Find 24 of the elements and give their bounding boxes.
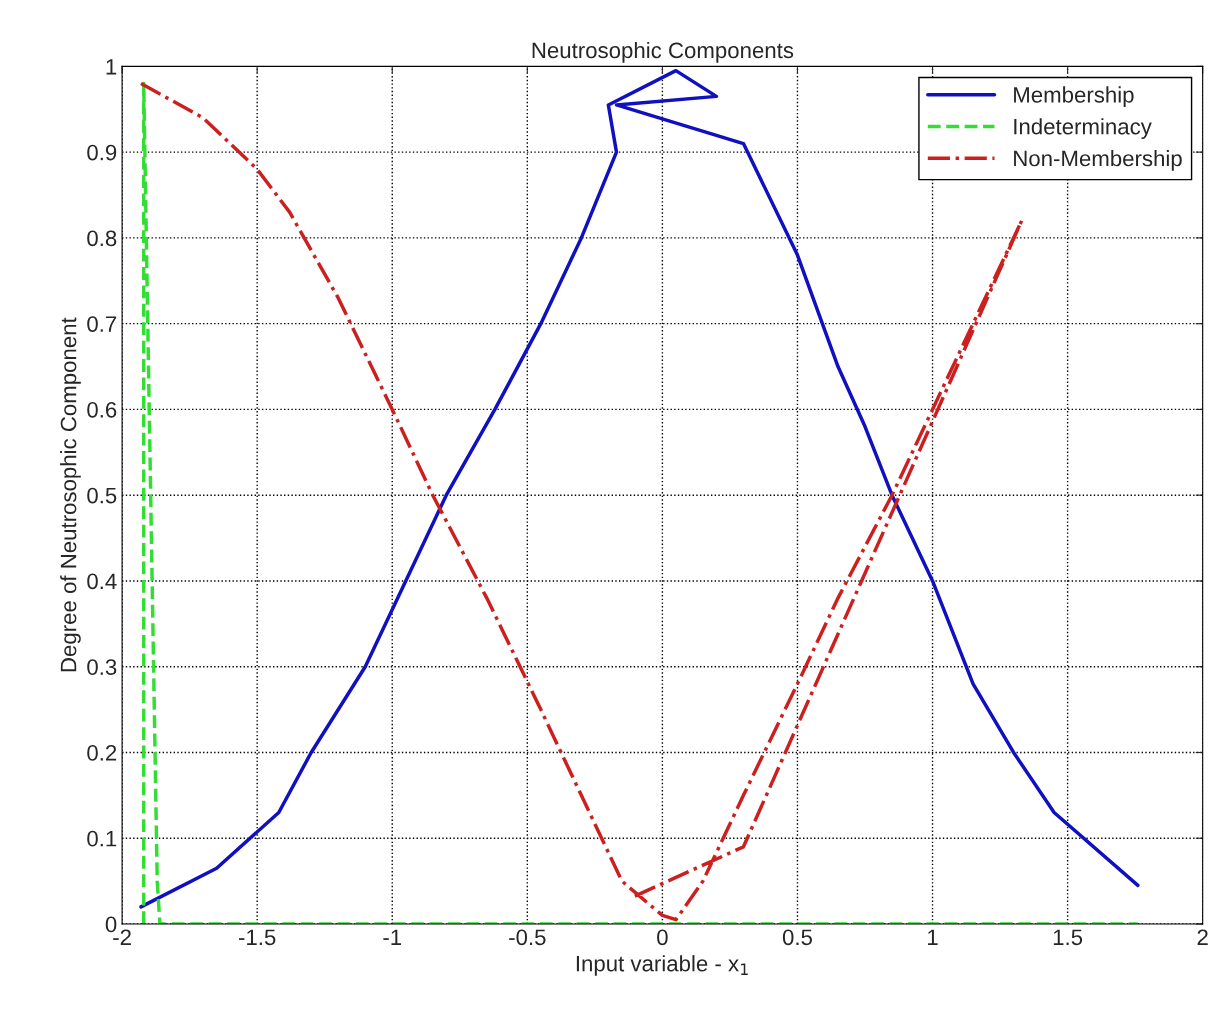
x-tick-label: 2 — [1197, 929, 1208, 945]
x-tick-label: -1 — [383, 929, 402, 945]
chart-title: Neutrosophic Components — [532, 41, 794, 63]
legend-label: Indeterminacy — [1014, 118, 1152, 139]
x-tick-label: 1 — [928, 929, 938, 945]
y-tick-label: 0.3 — [87, 659, 117, 675]
y-tick-label: 0.8 — [87, 230, 117, 247]
x-tick-label: 1.5 — [1053, 929, 1083, 946]
y-tick-label: 1 — [106, 59, 117, 75]
legend-label: Non-Membership — [1014, 150, 1182, 171]
y-tick-label: 0.9 — [87, 144, 117, 161]
x-tick-label: -1.5 — [239, 929, 276, 946]
y-tick-label: 0.1 — [87, 830, 117, 847]
x-tick-label: -0.5 — [509, 929, 546, 946]
x-tick-label: 0 — [657, 929, 668, 946]
x-tick-label: 0.5 — [782, 929, 812, 946]
y-tick-label: 0.7 — [87, 316, 117, 332]
y-tick-label: 0.4 — [87, 573, 117, 590]
y-axis-title: Degree of Neutrosophic Component — [60, 317, 81, 672]
legend-label: Membership — [1014, 86, 1134, 108]
y-tick-label: 0.2 — [87, 745, 117, 761]
x-axis-title: Input variable - x$_{1}$ — [576, 955, 748, 976]
y-tick-label: 0.5 — [87, 487, 117, 504]
y-tick-label: 0.6 — [87, 401, 117, 418]
